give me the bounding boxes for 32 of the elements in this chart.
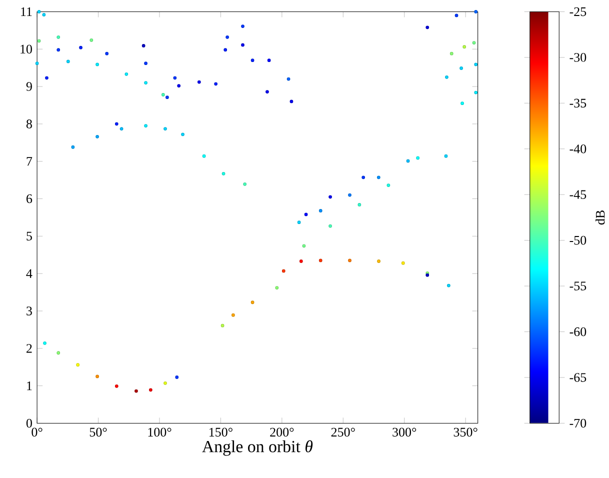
x-tick-label: 300°: [392, 428, 416, 437]
color-bar-label: -40: [570, 144, 586, 154]
x-tick-label: 250°: [331, 428, 355, 437]
color-bar-label: -30: [570, 53, 586, 62]
color-bar-label: -55: [570, 282, 586, 290]
color-bar-label: -45: [570, 190, 586, 200]
y-tick-label: 11: [21, 8, 32, 16]
y-tick-label: 9: [26, 82, 32, 91]
color-bar-label: -25: [570, 7, 586, 16]
x-tick-label: 50°: [90, 428, 107, 437]
color-bar-label: -35: [570, 98, 586, 108]
y-tick-label: 1: [27, 382, 32, 390]
x-tick-label: 350°: [454, 428, 478, 437]
y-tick-label: 8: [26, 120, 32, 128]
color-bar-title: dB: [596, 210, 605, 225]
x-tick-label: 200°: [270, 428, 294, 437]
color-bar-label: -65: [570, 373, 586, 382]
y-tick-label: 6: [26, 194, 32, 204]
y-tick-label: 2: [26, 344, 32, 353]
y-tick-label: 3: [26, 306, 32, 316]
y-tick-label: 4: [26, 269, 32, 278]
x-axis-title: Angle on orbit θ: [202, 440, 313, 456]
y-tick-label: 0: [26, 418, 32, 428]
y-tick-label: 7: [26, 157, 32, 166]
y-tick-label: 5: [26, 232, 32, 241]
color-bar-label: -70: [570, 418, 586, 428]
color-bar-label: -50: [570, 236, 586, 245]
x-tick-label: 0°: [32, 428, 42, 437]
x-tick-label: 100°: [148, 428, 172, 437]
y-tick-label: 10: [20, 44, 32, 54]
color-bar-label: -60: [570, 327, 586, 336]
x-tick-label: 150°: [210, 428, 232, 437]
